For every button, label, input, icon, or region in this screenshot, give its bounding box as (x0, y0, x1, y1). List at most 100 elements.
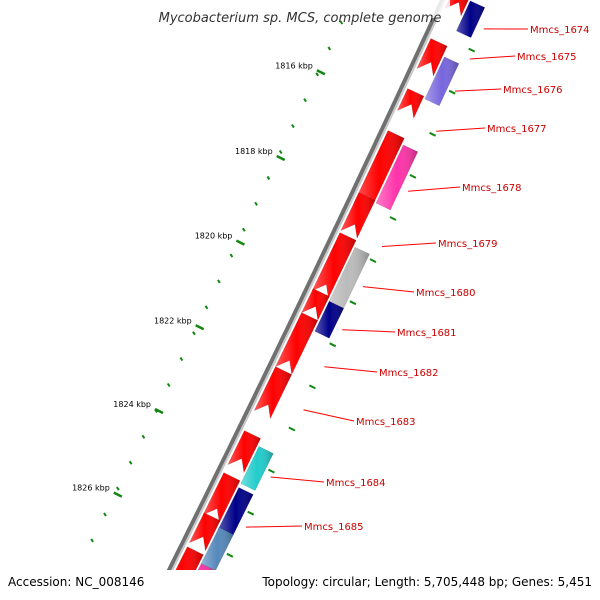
cds-forward-arrow-shade (203, 472, 240, 523)
gene-leader-line (381, 242, 437, 247)
scale-tick-major (154, 407, 164, 415)
gene-label[interactable]: Mmcs_1675 (517, 52, 577, 63)
gene-label[interactable]: Mmcs_1680 (416, 288, 476, 299)
gene-label[interactable]: Mmcs_1685 (304, 522, 364, 533)
gene-leader-line (454, 88, 502, 92)
cds-forward-arrow-shade (340, 192, 376, 239)
scale-tick-minor (429, 131, 437, 137)
gene-label[interactable]: Mmcs_1678 (462, 183, 522, 194)
backbone-outer-line (151, 0, 445, 600)
gene-label[interactable]: Mmcs_1676 (503, 85, 563, 96)
scale-tick (266, 175, 271, 180)
scale-tick (192, 331, 196, 336)
footer-backdrop (0, 570, 600, 600)
scale-tick-minor (308, 384, 316, 390)
cds-feature-block-shade (324, 247, 370, 319)
scale-tick (128, 460, 133, 465)
gene-leader-line (342, 329, 396, 333)
cds-feature-block-shade (201, 527, 234, 571)
scale-tick (303, 98, 307, 103)
scale-label: 1824 kbp (113, 400, 151, 409)
scale-tick-minor (247, 510, 255, 516)
scale-tick (179, 357, 184, 362)
scale-label: 1820 kbp (195, 232, 233, 241)
scale-tick (339, 20, 344, 25)
gene-label[interactable]: Mmcs_1683 (356, 417, 416, 428)
gene-label[interactable]: Mmcs_1674 (530, 25, 590, 36)
scale-tick-minor (267, 468, 275, 474)
scale-tick (254, 201, 258, 206)
map-title: Mycobacterium sp. MCS, complete genome (159, 11, 442, 26)
gene-leader-line (362, 286, 415, 293)
gene-label[interactable]: Mmcs_1677 (487, 124, 547, 135)
scale-label: 1818 kbp (235, 147, 273, 156)
cds-forward-arrow-shade (354, 130, 405, 211)
cds-feature-block-shade (314, 301, 344, 339)
feature-layer (160, 0, 486, 600)
scale-tick-minor (226, 552, 234, 558)
scale-tick-minor (448, 89, 456, 95)
scale-label: 1816 kbp (275, 61, 313, 70)
cds-forward-arrow-shade (312, 232, 357, 299)
gene-leader-line (324, 366, 378, 373)
scale-tick (90, 538, 94, 543)
gene-label[interactable]: Mmcs_1679 (438, 239, 498, 250)
cds-feature-block-shade (456, 0, 485, 38)
genome-summary-text: Topology: circular; Length: 5,705,448 bp… (261, 575, 592, 589)
scale-tick (141, 434, 146, 439)
scale-tick (229, 253, 234, 258)
scale-tick-minor (369, 258, 377, 263)
backbone-inner-line (156, 0, 447, 600)
cds-feature-block-shade (240, 446, 274, 491)
cds-forward-arrow-shade (301, 288, 330, 321)
scale-tick (115, 486, 120, 491)
gene-label[interactable]: Mmcs_1681 (397, 328, 457, 339)
gene-leader-line (469, 55, 516, 60)
scale-tick-major (235, 239, 245, 246)
label-layer: Mmcs_1674 Mmcs_1675 Mmcs_1676 Mmcs_1677 Mmcs… (245, 25, 590, 533)
scale-tick-minor (409, 174, 417, 179)
gene-leader-line (270, 476, 325, 483)
gene-label[interactable]: Mmcs_1682 (379, 368, 439, 379)
scale-tick-minor (389, 216, 397, 221)
cds-forward-arrow-shade (189, 512, 221, 551)
cds-forward-arrow-shade (275, 312, 318, 375)
scale-tick (103, 512, 107, 517)
scale-tick (291, 124, 295, 129)
cds-feature-block-shade (376, 145, 418, 210)
cds-forward-arrow-shade (227, 430, 261, 473)
scale-tick-major (195, 324, 205, 331)
cds-forward-arrow-shade (254, 366, 292, 419)
scale-tick (241, 227, 246, 232)
cds-forward-arrow-shade (397, 88, 424, 119)
scale-tick-minor (329, 342, 337, 348)
scale-tick (217, 279, 221, 284)
title-backdrop (150, 0, 450, 18)
scale-label: 1822 kbp (154, 316, 192, 325)
cds-forward-arrow-shade (416, 38, 448, 77)
scale-label: 1826 kbp (72, 484, 110, 493)
cds-feature-block-shade (218, 487, 254, 537)
scale-tick (204, 305, 209, 310)
scale-tick-minor (349, 300, 357, 306)
gene-leader-line (436, 127, 486, 132)
gene-leader-line (408, 186, 461, 192)
genome-backbone (151, 0, 447, 600)
cds-forward-arrow-shade (444, 0, 469, 16)
gene-leader-line (303, 409, 355, 422)
scale-tick (315, 72, 320, 77)
scale-tick (327, 46, 332, 51)
scale-tick (278, 149, 283, 155)
cds-feature-block-shade (424, 56, 459, 106)
gene-label[interactable]: Mmcs_1684 (326, 478, 386, 489)
accession-text: Accession: NC_008146 (8, 575, 144, 589)
scale-tick-minor (468, 47, 476, 53)
scale-tick-major (113, 491, 123, 498)
scale-tick-major (316, 69, 326, 76)
scale-tick-major (276, 154, 286, 162)
scale-tick (166, 382, 171, 388)
scale-tick-minor (288, 426, 296, 432)
gene-leader-line (245, 525, 303, 528)
